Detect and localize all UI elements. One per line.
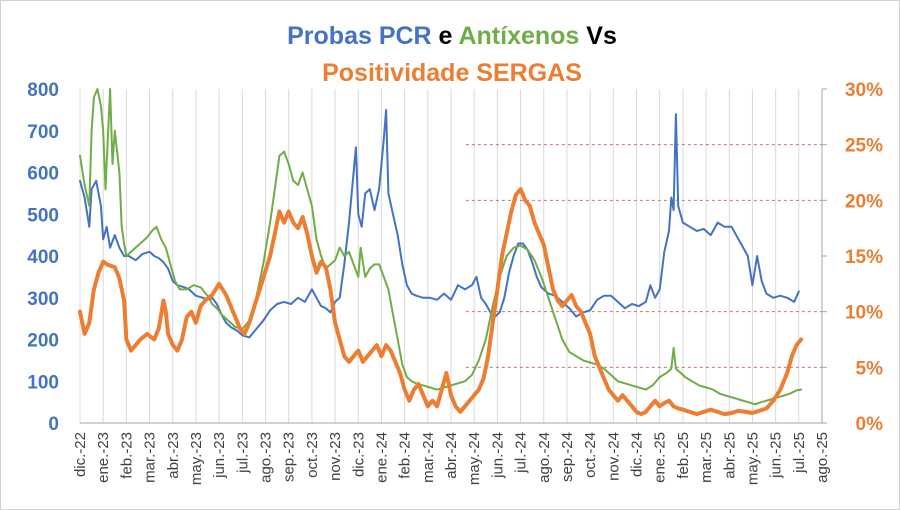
x-tick-label: feb.-25	[675, 432, 692, 479]
chart-title-part: Antíxenos	[458, 22, 579, 50]
x-tick-label: ene.-24	[373, 432, 390, 483]
x-tick-label: oct.-23	[304, 432, 321, 478]
y-right-tick-label: 15%	[845, 247, 883, 268]
x-tick-label: oct.-24	[582, 432, 599, 478]
x-tick-label: sep.-23	[281, 432, 298, 482]
x-tick-label: mar.-24	[420, 432, 437, 483]
gridlines	[79, 89, 823, 423]
chart-title-part: Vs	[579, 22, 617, 50]
x-tick-label: ago.-23	[258, 432, 275, 483]
y-left-tick-label: 0	[48, 414, 59, 435]
y-left-tick-label: 500	[27, 205, 59, 226]
y-left-tick-label: 100	[27, 372, 59, 393]
y-left-tick-label: 700	[27, 122, 59, 143]
y-right-tick-label: 0%	[856, 414, 884, 435]
y-left-tick-label: 200	[27, 331, 59, 352]
x-tick-label: ago.-24	[536, 432, 553, 483]
x-tick-label: abr.-23	[165, 432, 182, 479]
reference-lines	[465, 144, 822, 368]
x-tick-label: may.-24	[466, 432, 483, 485]
y-right-tick-label: 10%	[845, 303, 883, 324]
x-tick-label: jul.-23	[234, 432, 251, 474]
x-tick-label: jul.-25	[791, 432, 808, 474]
chart-title-part: e	[432, 22, 459, 50]
chart-subtitle: Positividade SERGAS	[322, 59, 582, 87]
x-tick-label: dic.-22	[72, 432, 89, 477]
axes: 0 100 200 300 400 500 600 700 800 0% 5% 10% 15% 20% 25…	[27, 80, 883, 485]
y-right-tick-label: 5%	[856, 358, 884, 379]
x-tick-label: nov.-24	[605, 432, 622, 481]
x-tick-label: abr.-25	[721, 432, 738, 479]
y-left-tick-label: 300	[27, 289, 59, 310]
x-tick-label: jul.-24	[513, 432, 530, 474]
x-tick-label: abr.-24	[443, 432, 460, 479]
chart-title: Probas PCR e Antíxenos Vs	[287, 22, 617, 50]
x-tick-label: may.-25	[744, 432, 761, 485]
x-tick-label: jun.-24	[489, 432, 506, 479]
series-line-2	[78, 187, 804, 417]
x-tick-label: jun.-23	[211, 432, 228, 479]
x-tick-label: jun.-25	[768, 432, 785, 479]
x-tick-label: sep.-24	[559, 432, 576, 482]
y-left-tick-label: 800	[27, 80, 59, 101]
x-tick-label: ago.-25	[814, 432, 831, 483]
x-tick-label: dic.-24	[629, 432, 646, 477]
x-tick-label: mar.-23	[142, 432, 159, 483]
y-left-tick-label: 400	[27, 247, 59, 268]
chart-title-part: Probas PCR	[287, 22, 431, 50]
series-layer	[78, 88, 804, 417]
x-tick-label: nov.-23	[327, 432, 344, 481]
x-tick-label: mar.-25	[698, 432, 715, 483]
x-tick-label: dic.-23	[350, 432, 367, 477]
x-tick-label: ene.-23	[95, 432, 112, 483]
series-line-1	[79, 88, 803, 406]
x-tick-label: feb.-24	[397, 432, 414, 479]
x-tick-label: feb.-23	[118, 432, 135, 479]
y-right-tick-label: 30%	[845, 80, 883, 101]
x-tick-label: ene.-25	[652, 432, 669, 483]
x-tick-label: may.-23	[188, 432, 205, 485]
y-right-tick-label: 20%	[845, 191, 883, 212]
y-right-tick-label: 25%	[845, 136, 883, 157]
y-left-tick-label: 600	[27, 164, 59, 185]
